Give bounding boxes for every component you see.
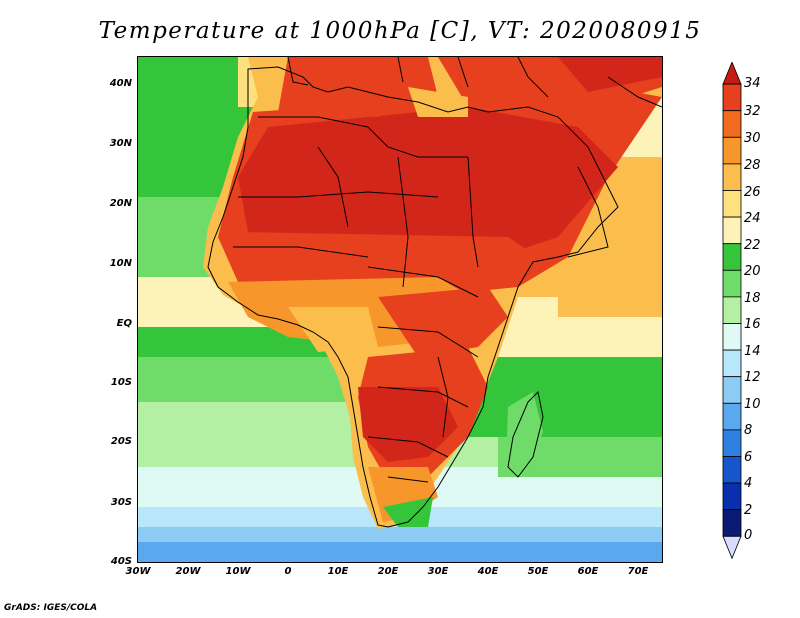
lon-label: 10E — [327, 566, 349, 577]
colorbar-label: 14 — [744, 344, 761, 359]
colorbar-label: 12 — [744, 370, 761, 385]
lat-label: 40N — [109, 78, 132, 89]
colorbar-band — [722, 243, 742, 271]
colorbar-band — [722, 323, 742, 351]
colorbar-label: 6 — [744, 450, 753, 465]
colorbar-label: 10 — [744, 397, 761, 412]
colorbar-label: 28 — [744, 158, 761, 173]
colorbar-label: 32 — [744, 104, 761, 119]
colorbar-band — [722, 190, 742, 218]
colorbar-band — [722, 482, 742, 511]
lon-label: 60E — [577, 566, 599, 577]
colorbar-label: 24 — [744, 211, 761, 226]
colorbar-label: 0 — [744, 528, 753, 543]
lon-label: 30W — [125, 566, 151, 577]
colorbar-label: 8 — [744, 423, 753, 438]
lon-label: 20W — [175, 566, 201, 577]
land-field — [203, 57, 662, 529]
colorbar-top-arrow — [722, 62, 742, 85]
colorbar-band — [722, 269, 742, 298]
lat-label: 20N — [109, 198, 132, 209]
colorbar-label: 16 — [744, 317, 761, 332]
lat-label: 40S — [110, 556, 132, 567]
lon-label: 50E — [527, 566, 549, 577]
colorbar-label: 34 — [744, 76, 761, 91]
colorbar-band — [722, 163, 742, 191]
colorbar-band — [722, 83, 742, 112]
colorbar-bottom-arrow — [722, 535, 742, 560]
coastlines — [207, 57, 662, 528]
colorbar-band — [722, 136, 742, 165]
colorbar-band — [722, 296, 742, 324]
colorbar-band — [722, 429, 742, 457]
colorbar-label: 18 — [744, 291, 761, 306]
lon-label: 30E — [427, 566, 449, 577]
colorbar-band — [722, 216, 742, 245]
colorbar-band — [722, 110, 742, 138]
lon-label: 20E — [377, 566, 399, 577]
colorbar-label: 2 — [744, 503, 753, 518]
lat-label: EQ — [116, 318, 132, 329]
lat-label: 30N — [109, 138, 132, 149]
lat-label: 10S — [110, 377, 132, 388]
colorbar-label: 26 — [744, 185, 761, 200]
colorbar-band — [722, 402, 742, 431]
lat-label: 10N — [109, 258, 132, 269]
colorbar-label: 22 — [744, 238, 761, 253]
colorbar-label: 20 — [744, 264, 761, 279]
map-canvas — [138, 57, 662, 562]
colorbar-label: 30 — [744, 131, 761, 146]
colorbar-band — [722, 509, 742, 537]
colorbar-band — [722, 349, 742, 378]
credit-text: GrADS: IGES/COLA — [4, 603, 98, 613]
temperature-map — [137, 56, 663, 563]
colorbar-label: 4 — [744, 476, 753, 491]
lon-label: 40E — [477, 566, 499, 577]
map-title: Temperature at 1000hPa [C], VT: 20200809… — [98, 18, 702, 44]
lon-label: 70E — [627, 566, 649, 577]
lon-label: 10W — [225, 566, 251, 577]
lon-label: 0 — [284, 566, 292, 577]
colorbar-band — [722, 456, 742, 484]
lat-label: 20S — [110, 436, 132, 447]
lat-label: 30S — [110, 497, 132, 508]
colorbar-band — [722, 376, 742, 404]
colorbar — [722, 62, 742, 560]
